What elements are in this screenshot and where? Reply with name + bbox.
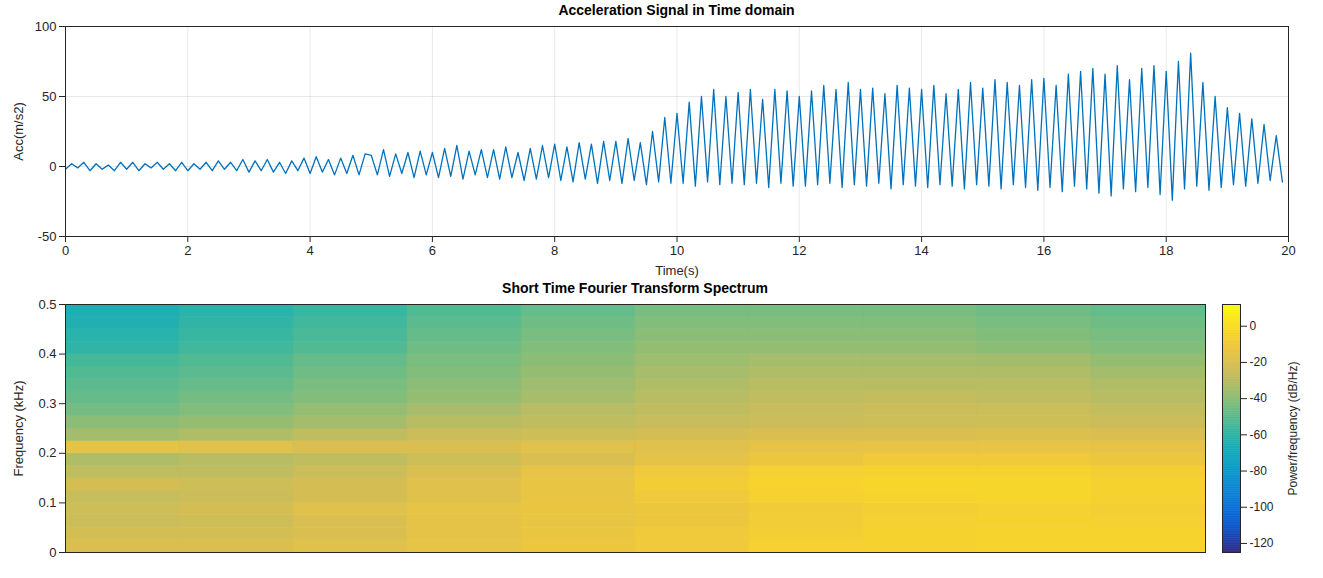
svg-text:0.5: 0.5 [38,298,56,312]
svg-text:0: 0 [49,545,56,560]
svg-text:0.2: 0.2 [38,445,56,460]
svg-text:0: 0 [49,159,56,174]
svg-text:-50: -50 [38,229,57,244]
svg-text:18: 18 [1159,243,1173,258]
svg-text:8: 8 [551,243,558,258]
svg-text:12: 12 [792,243,806,258]
svg-text:-20: -20 [1250,355,1268,369]
svg-text:16: 16 [1037,243,1051,258]
svg-text:0.3: 0.3 [38,396,56,411]
svg-text:-80: -80 [1250,464,1268,478]
html-text:Short Time Fourier Transform S: Short Time Fourier Transform Spectrum [502,280,768,296]
svg-text:50: 50 [42,89,56,104]
svg-text:0.1: 0.1 [38,495,56,510]
svg-text:20: 20 [1281,243,1295,258]
svg-text:Power/frequency (dB/Hz): Power/frequency (dB/Hz) [1286,361,1300,495]
svg-text:14: 14 [914,243,928,258]
svg-text:10: 10 [670,243,684,258]
svg-text:Acc(m/s2): Acc(m/s2) [11,102,26,161]
svg-text:6: 6 [429,243,436,258]
svg-text:2: 2 [184,243,191,258]
svg-text:100: 100 [35,20,57,34]
svg-text:0.4: 0.4 [38,346,56,361]
svg-text:-120: -120 [1250,536,1274,550]
svg-text:-60: -60 [1250,428,1268,442]
svg-text:4: 4 [306,243,313,258]
html-text:Acceleration Signal in Time do: Acceleration Signal in Time domain [558,2,795,18]
svg-text:-100: -100 [1250,500,1274,514]
svg-text:0: 0 [62,243,69,258]
svg-text:-40: -40 [1250,391,1268,405]
svg-text:0: 0 [1250,319,1257,333]
svg-text:Time(s): Time(s) [655,263,699,278]
svg-text:Frequency (kHz): Frequency (kHz) [11,380,26,476]
